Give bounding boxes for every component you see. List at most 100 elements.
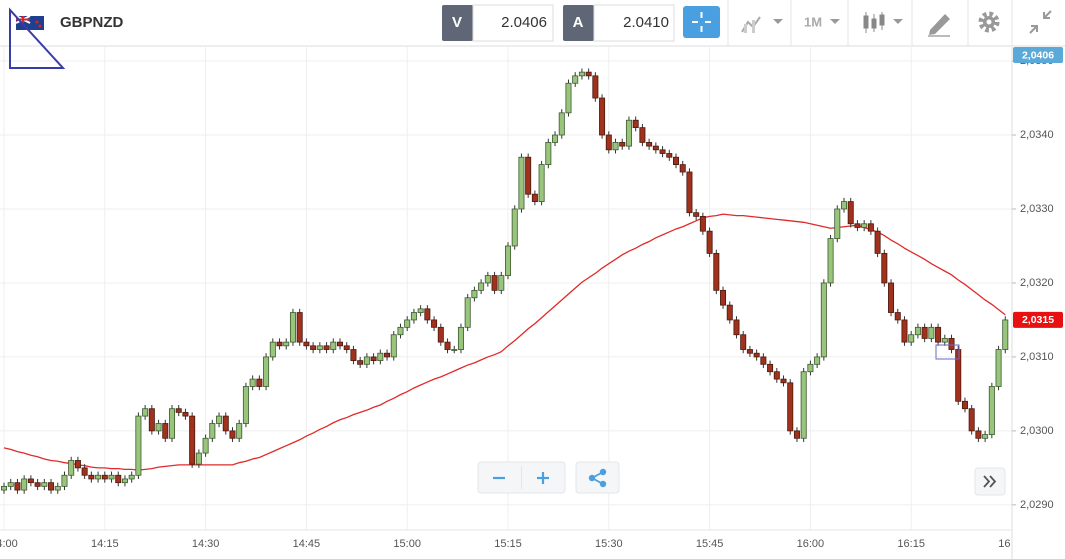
candle-body (135, 415, 142, 476)
candle-body (14, 482, 21, 491)
chart-type-button[interactable] (741, 16, 783, 33)
x-tick-label: 14:15 (91, 538, 119, 550)
x-tick-label: 16:00 (797, 538, 825, 550)
zoom-controls (477, 461, 566, 494)
candle-body (101, 474, 108, 480)
candle-body (417, 308, 424, 313)
candle-body (276, 341, 283, 347)
candle-body (874, 230, 881, 254)
candle-body (525, 156, 532, 195)
candle-body (121, 478, 128, 484)
candle-body (780, 378, 787, 384)
candle-body (746, 349, 753, 354)
x-tick-label: 14:30 (192, 538, 220, 550)
candle-body (673, 156, 680, 166)
candle-body (605, 134, 612, 151)
candle-body (457, 326, 464, 350)
candle-body (242, 386, 249, 424)
candle-body (74, 460, 81, 469)
candle-body (639, 127, 646, 143)
ask-label: A (573, 14, 584, 31)
candle-body (384, 352, 391, 358)
candle-body (632, 119, 639, 129)
candle-body (726, 304, 733, 321)
candle-body (88, 474, 95, 480)
price-badge (1013, 311, 1063, 328)
candle-body (162, 423, 169, 439)
candle-body (861, 223, 868, 228)
candle-body (310, 345, 317, 350)
candle-body (760, 356, 767, 365)
candle-body (189, 415, 196, 465)
candle-body (968, 408, 975, 432)
triangle-drawing[interactable] (9, 7, 66, 69)
candle-style-button[interactable] (863, 12, 903, 33)
candle-body (914, 326, 921, 336)
scroll-right-button[interactable] (974, 467, 1006, 496)
candle-body (894, 312, 901, 321)
collapse-button[interactable] (1029, 10, 1052, 34)
candle-body (612, 142, 619, 151)
candle-body (343, 345, 350, 350)
bid-button[interactable]: V 2.0406 (442, 4, 554, 42)
ask-price: 2.0410 (623, 14, 669, 31)
candle-body (679, 164, 686, 173)
candle-body (599, 97, 606, 136)
candle-body (1002, 319, 1009, 350)
candle-body (699, 215, 706, 232)
candle-body (357, 360, 364, 365)
draw-tool-button[interactable] (928, 14, 950, 37)
candle-body (168, 408, 175, 439)
candle-body (854, 223, 861, 228)
candle-body (81, 467, 88, 476)
candle-body (793, 430, 800, 439)
candle-body (552, 134, 559, 143)
candle-body (881, 252, 888, 284)
y-tick-label: 2,0340 (1020, 129, 1054, 141)
candle-body (323, 345, 330, 350)
y-tick-label: 2,0310 (1020, 351, 1054, 363)
candle-body (289, 312, 296, 343)
candle-body (504, 245, 511, 276)
candle-body (948, 338, 955, 350)
bid-label: V (452, 14, 462, 31)
candle-body (478, 282, 485, 291)
candle-body (451, 349, 458, 351)
candle-body (753, 352, 760, 358)
candle-body (995, 349, 1002, 387)
candle-body (471, 289, 478, 299)
settings-button[interactable] (978, 11, 1000, 33)
candle-body (370, 356, 377, 362)
ask-button[interactable]: A 2.0410 (563, 4, 675, 42)
candle-body (720, 289, 727, 306)
candle-body (733, 319, 740, 336)
candle-body (666, 153, 673, 158)
candle-body (834, 208, 841, 239)
candle-body (867, 223, 874, 232)
crosshair-button[interactable] (683, 6, 720, 38)
candle-body (202, 437, 209, 454)
candle-body (61, 474, 68, 487)
candle-body (988, 386, 995, 435)
x-tick-label: 16:15 (897, 538, 925, 550)
x-tick-label: 15:30 (595, 538, 623, 550)
price-badge (1013, 47, 1063, 63)
candle-body (142, 408, 149, 417)
candle-body (175, 408, 182, 413)
candle-body (54, 485, 61, 491)
flag-icon (15, 15, 44, 30)
candle-body (27, 478, 34, 484)
timeframe-button[interactable]: 1M (804, 14, 840, 29)
share-button[interactable] (575, 461, 620, 494)
candle-body (619, 142, 626, 147)
candle-body (48, 482, 55, 491)
zoom-in-button[interactable] (537, 472, 549, 484)
candle-body (390, 334, 397, 358)
candle-body (377, 352, 384, 362)
candle-body (982, 434, 989, 439)
candle-body (155, 423, 162, 432)
x-tick-label: 14:00 (0, 538, 18, 550)
bid-price: 2.0406 (501, 14, 547, 31)
candle-body (336, 341, 343, 347)
